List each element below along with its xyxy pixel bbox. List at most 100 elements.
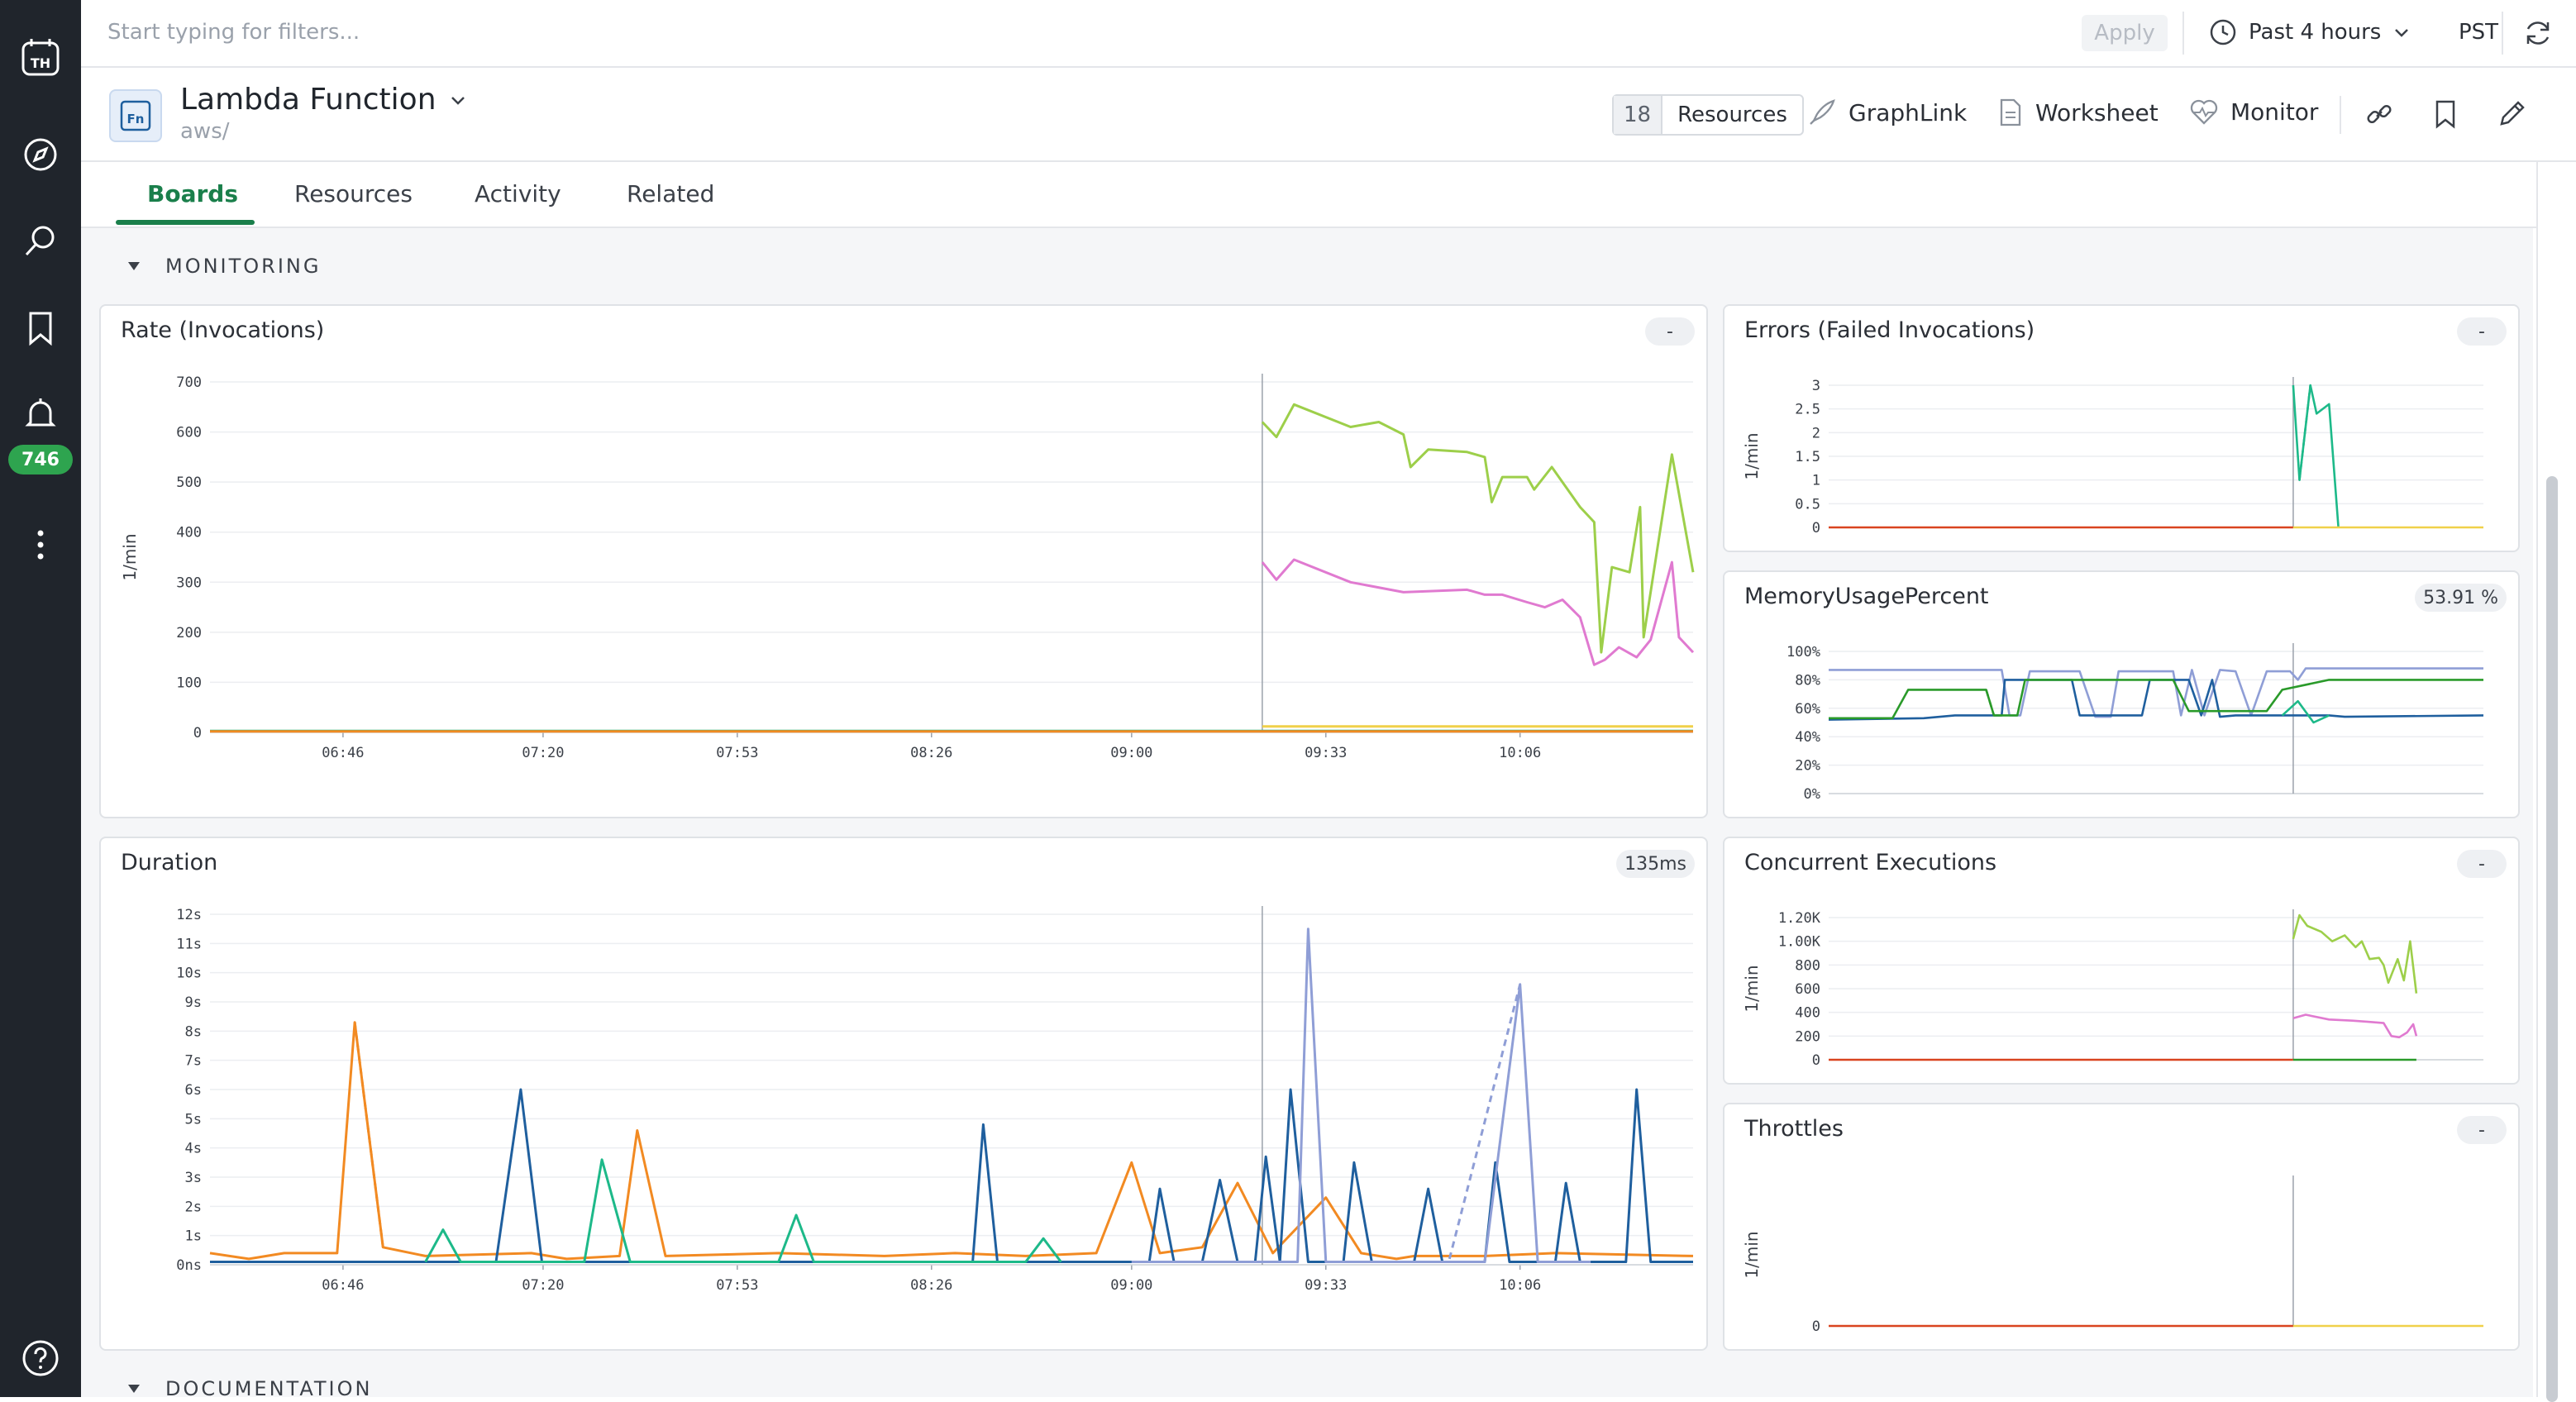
series-line [1261, 558, 1695, 666]
clock-icon [2210, 19, 2236, 45]
worksheet-label: Worksheet [2035, 98, 2159, 126]
x-tick-label: 08:26 [910, 745, 952, 761]
errors-panel: Errors (Failed Invocations) - 0 0.5 1 1.5 2 2… [1723, 304, 2520, 552]
tab-bar: Boards Resources Activity Related [81, 162, 2576, 228]
y-tick-label: 10s [176, 966, 202, 982]
y-tick-label: 400 [176, 525, 202, 541]
x-tick-label: 09:33 [1305, 1277, 1347, 1294]
series-line [1448, 984, 1522, 1260]
x-tick-label: 07:53 [716, 1277, 758, 1294]
x-tick-label: 09:33 [1305, 745, 1347, 761]
panel-value-badge: - [1645, 317, 1695, 346]
document-icon [2000, 98, 2021, 126]
x-tick-label: 09:00 [1110, 745, 1152, 761]
y-tick-label: 7s [185, 1053, 202, 1070]
left-nav-rail: TH 746 [0, 0, 81, 1397]
explore-compass-icon[interactable] [20, 134, 61, 175]
edit-pencil-icon[interactable] [2495, 98, 2528, 131]
duration-panel: Duration 135ms 0ns 1s 2s 3s 4s 5s 6s 7s 8s 9s 10s 1… [99, 837, 1708, 1351]
monitor-label: Monitor [2230, 98, 2319, 126]
x-tick-label: 10:06 [1499, 745, 1541, 761]
y-tick-label: 0 [1812, 1052, 1820, 1069]
y-tick-label: 0.5 [1795, 496, 1820, 513]
documentation-section-header[interactable]: DOCUMENTATION [127, 1377, 372, 1397]
entity-title-dropdown[interactable]: Lambda Function [180, 83, 468, 117]
panel-title: Duration [121, 850, 218, 875]
page-title: Lambda Function [180, 83, 436, 117]
refresh-icon[interactable] [2521, 17, 2555, 50]
apply-button[interactable]: Apply [2082, 15, 2168, 51]
y-tick-label: 600 [176, 425, 202, 441]
divider [2182, 12, 2184, 55]
x-tick-label: 10:06 [1499, 1277, 1541, 1294]
time-range-label: Past 4 hours [2249, 20, 2382, 45]
y-tick-label: 11s [176, 936, 202, 952]
y-tick-label: 20% [1795, 758, 1820, 775]
series-line [1829, 667, 2483, 718]
bookmark-icon[interactable] [20, 308, 61, 349]
tab-activity[interactable]: Activity [475, 180, 561, 207]
y-tick-label: 200 [1795, 1028, 1820, 1045]
rate-invocations-panel: Rate (Invocations) - 0 100 200 300 400 500 600… [99, 304, 1708, 818]
vertical-scrollbar[interactable] [2536, 162, 2576, 1402]
timezone-selector[interactable]: PST [2459, 20, 2499, 45]
filter-bar: Start typing for filters... Apply Past 4… [81, 0, 2576, 68]
y-tick-label: 1.5 [1795, 449, 1820, 465]
lambda-function-icon: Fn [109, 89, 162, 142]
panel-title: Errors (Failed Invocations) [1744, 317, 2035, 343]
time-range-picker[interactable]: Past 4 hours [2209, 18, 2411, 46]
y-tick-label: 60% [1795, 701, 1820, 718]
series-line [209, 1021, 1694, 1261]
app-logo-icon[interactable]: TH [20, 36, 61, 78]
monitor-button[interactable]: Monitor [2189, 98, 2318, 126]
series-line [1828, 679, 2484, 721]
notifications-bell-icon[interactable] [20, 393, 61, 435]
worksheet-button[interactable]: Worksheet [1997, 98, 2159, 127]
tab-related[interactable]: Related [627, 180, 715, 207]
entity-subtitle: aws/ [180, 119, 230, 144]
y-tick-label: 8s [185, 1023, 202, 1040]
resources-button[interactable]: 18 Resources [1612, 94, 1804, 136]
y-tick-label: 40% [1795, 729, 1820, 746]
y-tick-label: 80% [1795, 672, 1820, 689]
y-tick-label: 100% [1787, 644, 1820, 660]
x-tick-label: 06:46 [322, 1277, 364, 1294]
panel-title: Rate (Invocations) [121, 317, 325, 343]
y-tick-label: 0% [1804, 786, 1820, 803]
graphlink-button[interactable]: GraphLink [1807, 98, 1967, 127]
x-tick-label: 06:46 [322, 745, 364, 761]
boards-content: MONITORING Rate (Invocations) - 0 100 200 3… [81, 228, 2533, 1397]
x-tick-label: 07:20 [522, 1277, 564, 1294]
monitoring-section-header[interactable]: MONITORING [127, 255, 321, 278]
series-line [424, 1158, 1062, 1263]
x-tick-label: 07:20 [522, 745, 564, 761]
section-title: MONITORING [165, 255, 322, 278]
help-icon[interactable] [20, 1338, 61, 1379]
rate-chart: 0 100 200 300 400 500 600 700 06:46 07:20 07:53 08:… [120, 374, 1695, 761]
tab-resources[interactable]: Resources [294, 180, 413, 207]
entity-header: Fn Lambda Function aws/ 18 Resources Gra… [81, 68, 2576, 162]
search-icon[interactable] [20, 220, 61, 261]
y-tick-label: 0 [193, 725, 202, 742]
y-tick-label: 3s [185, 1170, 202, 1186]
svg-text:Fn: Fn [127, 112, 145, 126]
y-tick-label: 0ns [176, 1257, 202, 1274]
concurrent-executions-panel: Concurrent Executions - 0 200 400 600 800 1.0… [1723, 837, 2520, 1085]
filter-input[interactable]: Start typing for filters... [107, 20, 360, 45]
y-axis-label: 1/min [1742, 965, 1762, 1012]
more-options-icon[interactable] [20, 524, 61, 565]
active-tab-indicator [116, 220, 255, 225]
series-line [1131, 928, 1591, 1263]
bookmark-icon[interactable] [2429, 98, 2462, 131]
svg-text:TH: TH [31, 55, 50, 71]
scrollbar-thumb[interactable] [2546, 476, 2558, 1402]
graphlink-label: GraphLink [1849, 98, 1968, 126]
series-line [2292, 1013, 2418, 1039]
series-line [1829, 679, 2483, 720]
link-icon[interactable] [2363, 98, 2396, 131]
y-tick-label: 800 [1795, 957, 1820, 974]
tab-boards[interactable]: Boards [147, 180, 238, 207]
y-tick-label: 2.5 [1795, 402, 1820, 418]
x-tick-label: 09:00 [1110, 1277, 1152, 1294]
concurrent-chart: 0 200 400 600 800 1.00K 1.20K 1/min [1742, 909, 2483, 1069]
